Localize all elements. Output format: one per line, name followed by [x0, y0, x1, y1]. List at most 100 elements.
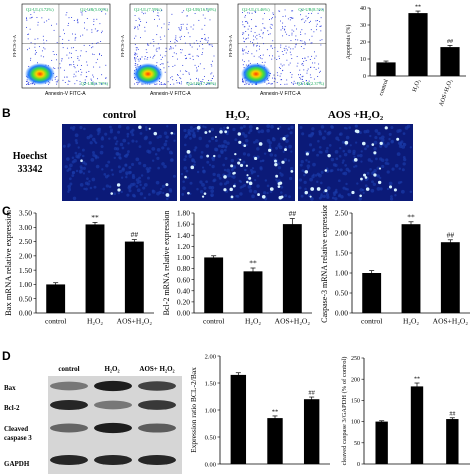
event-dot: [202, 79, 204, 80]
event-dot: [147, 43, 149, 45]
quadrant-lr-label: Q2-LR(2.37%): [297, 81, 325, 86]
dim-nucleus: [256, 155, 260, 159]
event-dot: [310, 42, 312, 44]
event-dot: [285, 52, 287, 54]
event-dot: [289, 62, 291, 64]
event-dot: [243, 37, 245, 39]
event-dot: [176, 40, 178, 42]
event-dot: [181, 81, 182, 83]
event-dot: [74, 83, 76, 85]
event-dot: [185, 57, 187, 59]
dim-nucleus: [356, 154, 360, 157]
caspase3-mrna-chart: 0.000.501.001.502.002.50control**H₂O₂##A…: [320, 205, 470, 326]
dim-nucleus: [262, 159, 265, 162]
event-dot: [319, 21, 321, 23]
dim-nucleus: [394, 194, 397, 197]
dim-nucleus: [268, 141, 272, 145]
dim-nucleus: [360, 160, 363, 163]
y-tick-label: 2.00: [19, 251, 32, 260]
event-dot: [302, 75, 304, 77]
event-dot: [186, 28, 188, 30]
event-dot: [298, 74, 299, 76]
event-dot: [290, 40, 292, 42]
condensed-nucleus: [138, 125, 142, 130]
dim-nucleus: [139, 132, 143, 135]
dim-nucleus: [88, 180, 91, 183]
significance-label: **: [415, 5, 421, 11]
bar: [376, 62, 396, 76]
y-tick-label: 150: [351, 399, 360, 405]
event-dot: [105, 64, 107, 66]
event-dot: [207, 10, 209, 12]
significance-label: **: [249, 259, 257, 268]
event-dot: [100, 83, 102, 85]
event-dot: [86, 64, 88, 66]
dim-nucleus: [216, 173, 221, 178]
condensed-nucleus: [373, 151, 377, 155]
dim-nucleus: [312, 162, 316, 167]
event-dot: [304, 41, 306, 43]
dim-nucleus: [164, 139, 168, 143]
event-dot: [295, 44, 297, 46]
dim-nucleus: [318, 130, 322, 134]
event-dot: [161, 63, 163, 65]
event-dot: [282, 15, 284, 17]
event-dot: [134, 26, 136, 28]
event-dot: [291, 17, 293, 19]
condensed-nucleus: [229, 187, 233, 192]
event-dot: [144, 58, 146, 60]
apoptosis-bar-chart: 010203040control**H₂O₂##AOS+H₂O₂Apoptosi…: [345, 5, 466, 107]
event-dot: [177, 74, 178, 75]
event-dot: [77, 18, 79, 20]
event-dot: [174, 41, 176, 43]
y-tick-label: 250: [351, 356, 360, 362]
dim-nucleus: [170, 158, 174, 162]
dim-nucleus: [86, 182, 90, 186]
dim-nucleus: [200, 155, 203, 159]
event-dot: [201, 38, 203, 39]
dim-nucleus: [331, 196, 335, 200]
event-dot: [290, 48, 292, 50]
dim-nucleus: [223, 126, 226, 130]
dim-nucleus: [334, 149, 339, 154]
dim-nucleus: [158, 134, 162, 139]
dim-nucleus: [139, 183, 142, 187]
dim-nucleus: [360, 150, 363, 153]
dim-nucleus: [131, 128, 135, 132]
event-dot: [243, 32, 245, 34]
dim-nucleus: [105, 163, 109, 168]
event-dot: [75, 37, 77, 39]
event-dot: [245, 46, 247, 48]
dim-nucleus: [121, 146, 125, 150]
event-dot: [174, 38, 176, 40]
wb-row-label-cleaved-caspase3: Cleaved caspase 3: [4, 425, 32, 442]
condensed-nucleus: [184, 175, 187, 179]
event-dot: [271, 18, 272, 20]
dim-nucleus: [75, 169, 79, 173]
event-dot: [64, 82, 66, 83]
condensed-nucleus: [316, 187, 321, 191]
event-dot: [144, 26, 146, 28]
event-dot: [68, 17, 70, 19]
event-dot: [27, 49, 28, 51]
condensed-nucleus: [117, 188, 121, 192]
event-dot: [288, 35, 290, 36]
event-dot: [281, 65, 283, 67]
event-dot: [89, 45, 91, 46]
event-dot: [135, 20, 137, 21]
dim-nucleus: [388, 181, 393, 186]
condensed-nucleus: [290, 169, 294, 173]
significance-label: ##: [449, 411, 455, 417]
dim-nucleus: [169, 189, 173, 193]
event-dot: [284, 31, 286, 33]
event-dot: [73, 47, 74, 49]
event-dot: [179, 70, 181, 72]
event-dot: [71, 16, 73, 18]
event-dot: [63, 29, 64, 31]
event-dot: [305, 80, 307, 82]
dim-nucleus: [253, 170, 256, 174]
dim-nucleus: [243, 168, 247, 172]
event-dot: [245, 38, 247, 40]
dim-nucleus: [275, 178, 278, 181]
dim-nucleus: [135, 185, 139, 188]
